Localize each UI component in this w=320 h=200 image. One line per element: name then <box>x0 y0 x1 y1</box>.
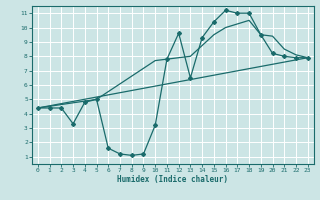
X-axis label: Humidex (Indice chaleur): Humidex (Indice chaleur) <box>117 175 228 184</box>
